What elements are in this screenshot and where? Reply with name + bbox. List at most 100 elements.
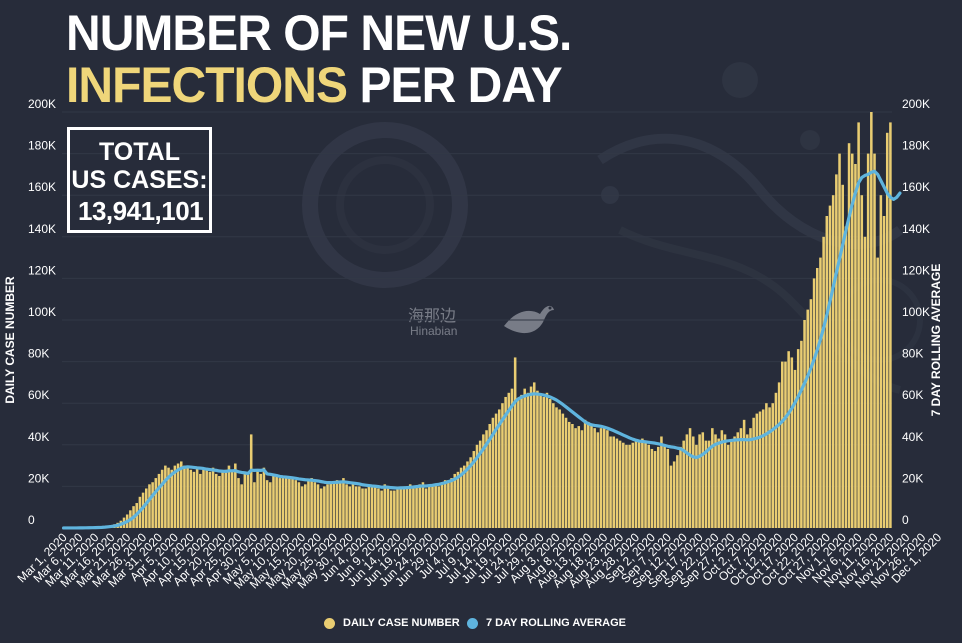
daily-case-bar	[634, 440, 638, 528]
daily-case-bar	[475, 444, 479, 528]
daily-case-bar	[154, 478, 158, 528]
daily-case-bar	[720, 430, 724, 528]
daily-case-bar	[316, 484, 320, 528]
daily-case-bar	[202, 469, 205, 528]
daily-case-bar	[348, 486, 352, 528]
y-axis-title-right: 7 DAY ROLLING AVERAGE	[929, 264, 943, 417]
daily-case-bar	[812, 278, 816, 528]
daily-case-bar	[504, 396, 507, 528]
daily-case-bar	[717, 438, 720, 528]
daily-case-bar	[157, 473, 161, 528]
daily-case-bar	[402, 486, 406, 528]
daily-case-bar	[736, 432, 740, 528]
daily-case-bar	[653, 451, 657, 528]
daily-case-bar	[450, 478, 453, 528]
daily-case-bar	[319, 488, 323, 528]
daily-case-bar	[796, 349, 800, 528]
daily-case-bar	[701, 432, 705, 528]
daily-case-bar	[323, 486, 326, 528]
daily-case-bar	[577, 426, 581, 528]
daily-case-bar	[698, 434, 701, 528]
daily-case-bar	[688, 428, 692, 528]
daily-case-bar	[870, 112, 873, 528]
daily-case-bar	[733, 436, 736, 528]
daily-case-bar	[723, 434, 727, 528]
daily-case-bar	[482, 434, 485, 528]
daily-case-bar	[555, 407, 558, 528]
daily-case-bar	[889, 122, 892, 529]
daily-case-bar	[656, 446, 660, 528]
daily-case-bar	[218, 476, 221, 528]
daily-case-bar	[587, 421, 590, 528]
daily-case-bar	[434, 484, 437, 528]
rolling-average-line	[61, 169, 902, 530]
daily-case-bar	[192, 471, 196, 528]
y-tick-label-left: 60K	[28, 388, 49, 402]
daily-case-bar	[463, 465, 466, 528]
daily-case-bar	[262, 467, 266, 528]
y-tick-label-right: 40K	[902, 430, 923, 444]
y-tick-label-right: 20K	[902, 471, 923, 485]
daily-case-bar	[739, 428, 743, 528]
daily-case-bar	[536, 390, 539, 528]
daily-case-bar	[755, 413, 759, 528]
daily-case-bar	[793, 369, 797, 528]
daily-case-bar	[666, 448, 670, 528]
y-tick-label-left: 80K	[28, 347, 49, 361]
daily-case-bar	[469, 457, 472, 528]
daily-case-bar	[291, 478, 294, 528]
daily-case-bar	[443, 480, 447, 528]
title-highlight: INFECTIONS	[66, 57, 348, 113]
daily-case-bar	[552, 403, 555, 528]
daily-case-bar	[393, 490, 396, 528]
daily-case-bar	[571, 424, 574, 528]
daily-case-bar	[631, 442, 635, 528]
daily-case-bar	[364, 488, 367, 528]
daily-case-bar	[494, 413, 498, 528]
daily-case-bar	[679, 446, 682, 528]
daily-case-bar	[478, 440, 482, 528]
daily-case-bar	[761, 409, 765, 528]
daily-case-bar	[249, 434, 253, 528]
daily-case-bar	[545, 392, 549, 528]
y-tick-label-right: 80K	[902, 347, 923, 361]
daily-case-bar	[816, 268, 819, 528]
daily-case-bar	[367, 486, 371, 528]
daily-case-bar	[230, 471, 234, 528]
daily-case-bar	[453, 473, 457, 528]
daily-case-bar	[472, 451, 476, 528]
daily-case-bar	[532, 382, 536, 528]
daily-case-bar	[558, 409, 561, 528]
daily-case-bar	[497, 409, 501, 528]
daily-case-bar	[405, 486, 409, 528]
legend-dot-rolling	[467, 617, 478, 629]
daily-case-bar	[199, 473, 202, 528]
daily-case-bar	[606, 430, 609, 528]
daily-case-bar	[650, 448, 654, 528]
daily-case-bar	[205, 469, 208, 528]
daily-case-bar	[440, 482, 444, 528]
daily-case-bar	[564, 417, 568, 528]
daily-case-bar	[838, 153, 841, 528]
daily-case-bar	[647, 444, 650, 528]
daily-case-bar	[765, 403, 768, 528]
daily-case-bar	[539, 394, 542, 528]
daily-case-bar	[602, 428, 606, 528]
daily-case-bar	[825, 216, 829, 528]
daily-case-bar	[561, 413, 565, 528]
daily-case-bar	[304, 484, 307, 528]
daily-case-bar	[186, 467, 189, 528]
y-tick-label-right: 0	[902, 513, 909, 527]
daily-case-bar	[580, 430, 584, 528]
daily-case-bar	[173, 465, 177, 528]
daily-case-bar	[510, 388, 514, 528]
daily-case-bar	[523, 388, 526, 528]
daily-case-bar	[253, 482, 256, 528]
total-label-line-1: TOTAL	[98, 138, 180, 166]
daily-case-bar	[208, 471, 212, 528]
daily-case-bar	[466, 461, 469, 528]
daily-case-bar	[329, 482, 332, 528]
daily-case-bar	[526, 392, 530, 528]
daily-case-bar	[160, 469, 164, 528]
daily-case-bar	[351, 484, 355, 528]
